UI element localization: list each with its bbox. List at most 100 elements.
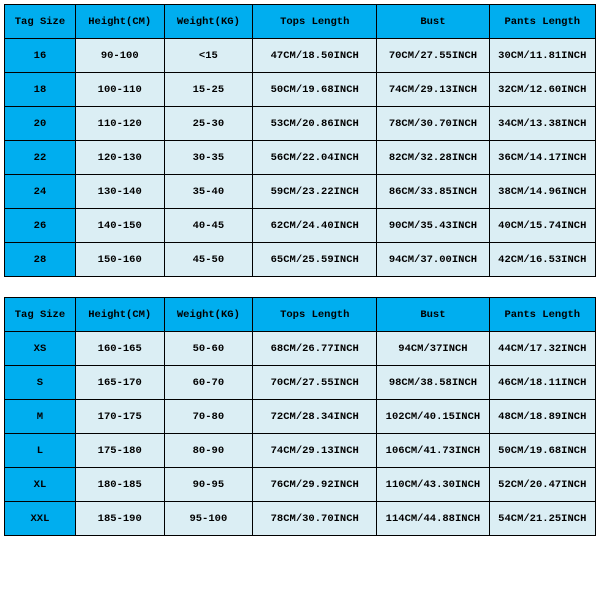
- cell-height: 90-100: [75, 39, 164, 73]
- cell-weight: 60-70: [164, 366, 253, 400]
- table-row: XL180-18590-9576CM/29.92INCH110CM/43.30I…: [5, 468, 596, 502]
- cell-tops-length: 78CM/30.70INCH: [253, 502, 377, 536]
- cell-tops-length: 68CM/26.77INCH: [253, 332, 377, 366]
- header-tag-size: Tag Size: [5, 298, 76, 332]
- cell-tag-size: M: [5, 400, 76, 434]
- table-row: XXL185-19095-10078CM/30.70INCH114CM/44.8…: [5, 502, 596, 536]
- cell-pants-length: 44CM/17.32INCH: [489, 332, 595, 366]
- cell-height: 150-160: [75, 243, 164, 277]
- cell-bust: 114CM/44.88INCH: [377, 502, 489, 536]
- cell-height: 170-175: [75, 400, 164, 434]
- header-height: Height(CM): [75, 5, 164, 39]
- cell-bust: 78CM/30.70INCH: [377, 107, 489, 141]
- table-row: 1690-100<1547CM/18.50INCH70CM/27.55INCH3…: [5, 39, 596, 73]
- cell-weight: 50-60: [164, 332, 253, 366]
- cell-bust: 102CM/40.15INCH: [377, 400, 489, 434]
- table-header-row: Tag Size Height(CM) Weight(KG) Tops Leng…: [5, 5, 596, 39]
- cell-bust: 98CM/38.58INCH: [377, 366, 489, 400]
- cell-height: 180-185: [75, 468, 164, 502]
- cell-tag-size: 28: [5, 243, 76, 277]
- table-row: 18100-11015-2550CM/19.68INCH74CM/29.13IN…: [5, 73, 596, 107]
- table-row: XS160-16550-6068CM/26.77INCH94CM/37INCH4…: [5, 332, 596, 366]
- header-pants-length: Pants Length: [489, 5, 595, 39]
- cell-tag-size: S: [5, 366, 76, 400]
- cell-bust: 110CM/43.30INCH: [377, 468, 489, 502]
- cell-height: 120-130: [75, 141, 164, 175]
- cell-weight: 80-90: [164, 434, 253, 468]
- cell-tag-size: 22: [5, 141, 76, 175]
- cell-height: 140-150: [75, 209, 164, 243]
- table-header-row: Tag Size Height(CM) Weight(KG) Tops Leng…: [5, 298, 596, 332]
- cell-weight: 40-45: [164, 209, 253, 243]
- cell-bust: 90CM/35.43INCH: [377, 209, 489, 243]
- cell-pants-length: 32CM/12.60INCH: [489, 73, 595, 107]
- cell-pants-length: 50CM/19.68INCH: [489, 434, 595, 468]
- cell-bust: 106CM/41.73INCH: [377, 434, 489, 468]
- cell-tops-length: 70CM/27.55INCH: [253, 366, 377, 400]
- size-table-kids: Tag Size Height(CM) Weight(KG) Tops Leng…: [4, 4, 596, 277]
- cell-height: 100-110: [75, 73, 164, 107]
- cell-height: 130-140: [75, 175, 164, 209]
- cell-pants-length: 46CM/18.11INCH: [489, 366, 595, 400]
- cell-tops-length: 62CM/24.40INCH: [253, 209, 377, 243]
- cell-tag-size: XS: [5, 332, 76, 366]
- header-tops-length: Tops Length: [253, 298, 377, 332]
- cell-weight: 90-95: [164, 468, 253, 502]
- header-weight: Weight(KG): [164, 298, 253, 332]
- table-row: M170-17570-8072CM/28.34INCH102CM/40.15IN…: [5, 400, 596, 434]
- cell-bust: 86CM/33.85INCH: [377, 175, 489, 209]
- cell-tops-length: 56CM/22.04INCH: [253, 141, 377, 175]
- cell-pants-length: 48CM/18.89INCH: [489, 400, 595, 434]
- cell-height: 160-165: [75, 332, 164, 366]
- cell-pants-length: 34CM/13.38INCH: [489, 107, 595, 141]
- cell-tops-length: 59CM/23.22INCH: [253, 175, 377, 209]
- cell-tag-size: 16: [5, 39, 76, 73]
- header-weight: Weight(KG): [164, 5, 253, 39]
- cell-height: 165-170: [75, 366, 164, 400]
- header-tag-size: Tag Size: [5, 5, 76, 39]
- cell-pants-length: 42CM/16.53INCH: [489, 243, 595, 277]
- header-bust: Bust: [377, 298, 489, 332]
- cell-pants-length: 38CM/14.96INCH: [489, 175, 595, 209]
- cell-tops-length: 76CM/29.92INCH: [253, 468, 377, 502]
- cell-tag-size: L: [5, 434, 76, 468]
- size-table-adult: Tag Size Height(CM) Weight(KG) Tops Leng…: [4, 297, 596, 536]
- header-height: Height(CM): [75, 298, 164, 332]
- cell-weight: 35-40: [164, 175, 253, 209]
- cell-pants-length: 52CM/20.47INCH: [489, 468, 595, 502]
- table-row: 20110-12025-3053CM/20.86INCH78CM/30.70IN…: [5, 107, 596, 141]
- header-tops-length: Tops Length: [253, 5, 377, 39]
- cell-tops-length: 53CM/20.86INCH: [253, 107, 377, 141]
- size-table-adult-body: XS160-16550-6068CM/26.77INCH94CM/37INCH4…: [5, 332, 596, 536]
- table-row: S165-17060-7070CM/27.55INCH98CM/38.58INC…: [5, 366, 596, 400]
- table-gap: [4, 277, 596, 297]
- cell-pants-length: 54CM/21.25INCH: [489, 502, 595, 536]
- header-pants-length: Pants Length: [489, 298, 595, 332]
- cell-weight: 95-100: [164, 502, 253, 536]
- cell-height: 175-180: [75, 434, 164, 468]
- table-row: L175-18080-9074CM/29.13INCH106CM/41.73IN…: [5, 434, 596, 468]
- cell-tops-length: 47CM/18.50INCH: [253, 39, 377, 73]
- cell-bust: 82CM/32.28INCH: [377, 141, 489, 175]
- cell-tops-length: 74CM/29.13INCH: [253, 434, 377, 468]
- cell-height: 110-120: [75, 107, 164, 141]
- cell-pants-length: 36CM/14.17INCH: [489, 141, 595, 175]
- cell-weight: 70-80: [164, 400, 253, 434]
- cell-pants-length: 40CM/15.74INCH: [489, 209, 595, 243]
- cell-tops-length: 50CM/19.68INCH: [253, 73, 377, 107]
- table-row: 28150-16045-5065CM/25.59INCH94CM/37.00IN…: [5, 243, 596, 277]
- cell-bust: 74CM/29.13INCH: [377, 73, 489, 107]
- cell-tops-length: 72CM/28.34INCH: [253, 400, 377, 434]
- cell-bust: 94CM/37.00INCH: [377, 243, 489, 277]
- cell-tag-size: 26: [5, 209, 76, 243]
- cell-bust: 94CM/37INCH: [377, 332, 489, 366]
- cell-tag-size: 18: [5, 73, 76, 107]
- cell-tag-size: 24: [5, 175, 76, 209]
- header-bust: Bust: [377, 5, 489, 39]
- cell-bust: 70CM/27.55INCH: [377, 39, 489, 73]
- cell-weight: 15-25: [164, 73, 253, 107]
- cell-tag-size: 20: [5, 107, 76, 141]
- cell-weight: 30-35: [164, 141, 253, 175]
- cell-weight: 25-30: [164, 107, 253, 141]
- table-row: 26140-15040-4562CM/24.40INCH90CM/35.43IN…: [5, 209, 596, 243]
